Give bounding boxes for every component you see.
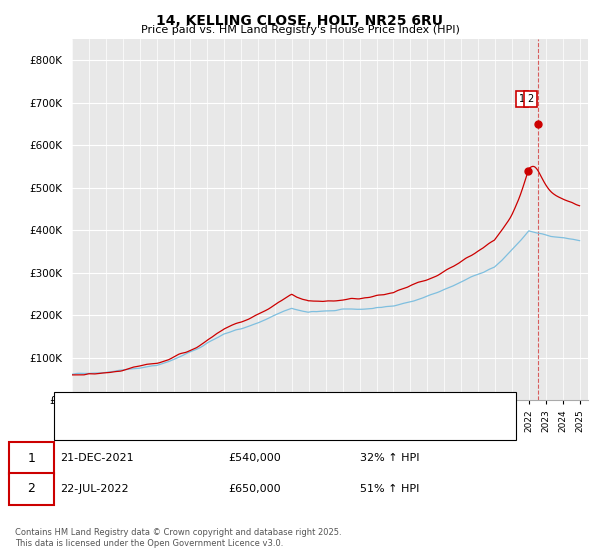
Text: 32% ↑ HPI: 32% ↑ HPI [360,453,419,463]
Text: 14, KELLING CLOSE, HOLT, NR25 6RU (detached house): 14, KELLING CLOSE, HOLT, NR25 6RU (detac… [96,401,367,411]
Text: 1: 1 [519,94,525,104]
Text: £540,000: £540,000 [228,453,281,463]
Text: 2: 2 [27,482,35,496]
Text: Contains HM Land Registry data © Crown copyright and database right 2025.
This d: Contains HM Land Registry data © Crown c… [15,528,341,548]
Text: 21-DEC-2021: 21-DEC-2021 [60,453,134,463]
Text: HPI: Average price, detached house, North Norfolk: HPI: Average price, detached house, Nort… [96,417,342,427]
Text: 2: 2 [527,94,533,104]
Text: £650,000: £650,000 [228,484,281,494]
Text: 22-JUL-2022: 22-JUL-2022 [60,484,128,494]
Text: 1: 1 [27,451,35,465]
Text: 51% ↑ HPI: 51% ↑ HPI [360,484,419,494]
Text: 14, KELLING CLOSE, HOLT, NR25 6RU: 14, KELLING CLOSE, HOLT, NR25 6RU [157,14,443,28]
Text: Price paid vs. HM Land Registry's House Price Index (HPI): Price paid vs. HM Land Registry's House … [140,25,460,35]
